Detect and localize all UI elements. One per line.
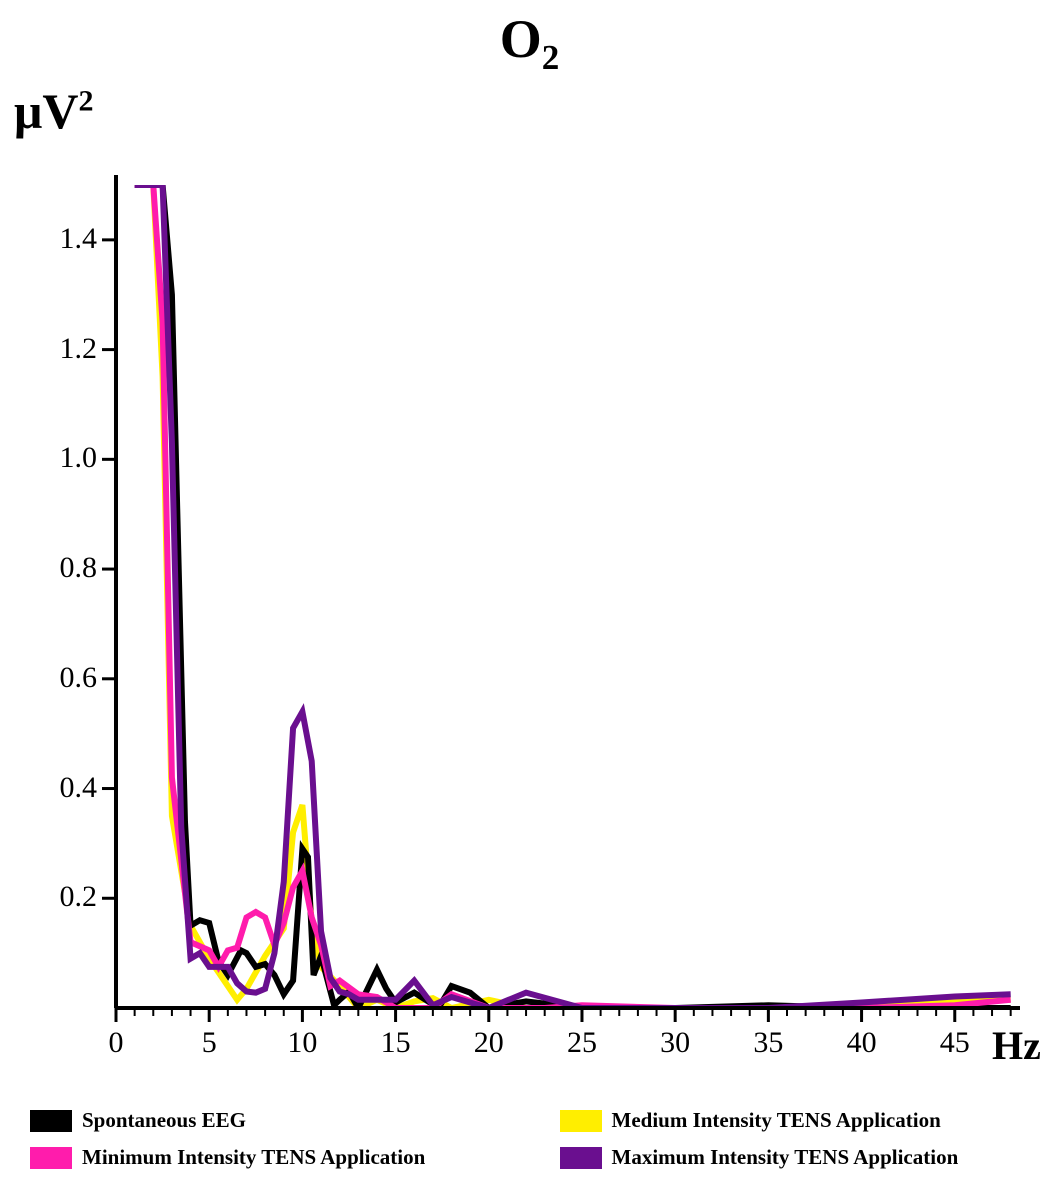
legend-entry: Maximum Intensity TENS Application: [560, 1145, 1040, 1170]
series-line: [135, 185, 1011, 1008]
chart-title: O2: [0, 8, 1059, 78]
legend-label: Medium Intensity TENS Application: [612, 1108, 941, 1133]
xlabel-text: Hz: [992, 1023, 1041, 1068]
chart-container: O2 μV2 Hz Spontaneous EEGMedium Intensit…: [0, 0, 1059, 1200]
series-line: [135, 185, 1011, 1008]
x-tick-label: 5: [184, 1026, 234, 1060]
y-tick-label: 1.0: [42, 441, 97, 475]
series-line: [135, 185, 1011, 1008]
legend-swatch: [560, 1147, 602, 1169]
x-tick-label: 40: [837, 1026, 887, 1060]
title-sub: 2: [542, 38, 560, 77]
legend-entry: Medium Intensity TENS Application: [560, 1108, 1040, 1133]
y-tick-label: 1.2: [42, 332, 97, 366]
x-tick-label: 20: [464, 1026, 514, 1060]
y-tick-label: 0.2: [42, 880, 97, 914]
x-tick-label: 45: [930, 1026, 980, 1060]
x-tick-label: 30: [650, 1026, 700, 1060]
x-tick-label: 25: [557, 1026, 607, 1060]
legend-swatch: [30, 1110, 72, 1132]
legend: Spontaneous EEG Medium Intensity TENS App…: [30, 1108, 1039, 1170]
legend-label: Minimum Intensity TENS Application: [82, 1145, 425, 1170]
legend-entry: Minimum Intensity TENS Application: [30, 1145, 510, 1170]
x-axis-label: Hz: [992, 1022, 1041, 1069]
x-tick-label: 35: [743, 1026, 793, 1060]
legend-label: Maximum Intensity TENS Application: [612, 1145, 959, 1170]
y-tick-label: 0.4: [42, 771, 97, 805]
y-tick-label: 1.4: [42, 222, 97, 256]
title-main: O: [500, 9, 542, 69]
series-line: [135, 185, 1011, 1008]
ylabel-sup: 2: [78, 84, 93, 117]
ylabel-main: μV: [14, 83, 78, 139]
chart-svg: [0, 0, 1059, 1200]
y-axis-label: μV2: [14, 82, 93, 140]
y-tick-label: 0.6: [42, 661, 97, 695]
legend-entry: Spontaneous EEG: [30, 1108, 510, 1133]
y-tick-label: 0.8: [42, 551, 97, 585]
legend-swatch: [560, 1110, 602, 1132]
x-tick-label: 15: [371, 1026, 421, 1060]
x-tick-label: 0: [91, 1026, 141, 1060]
legend-swatch: [30, 1147, 72, 1169]
x-tick-label: 10: [277, 1026, 327, 1060]
legend-label: Spontaneous EEG: [82, 1108, 246, 1133]
